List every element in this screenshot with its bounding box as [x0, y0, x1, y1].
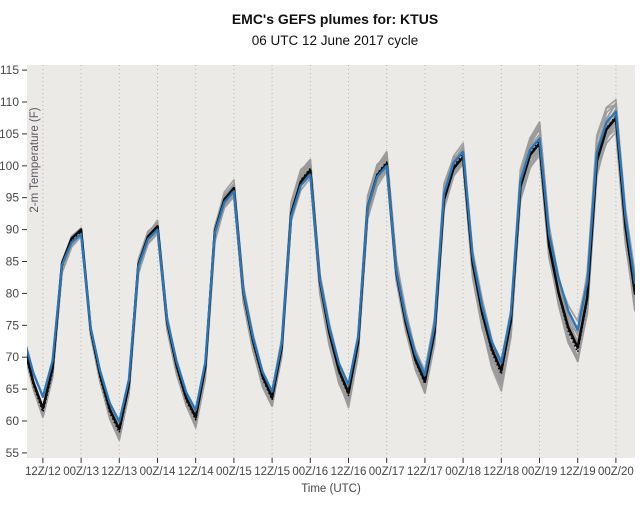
x-tick-label: 12Z/16 [331, 466, 367, 478]
y-tick-label: 60 [6, 414, 20, 428]
x-tick-label: 00Z/18 [445, 466, 481, 478]
x-tick-label: 12Z/17 [407, 466, 443, 478]
page-title: EMC's GEFS plumes for: KTUS [231, 11, 439, 27]
y-tick-label: 105 [0, 127, 19, 141]
x-tick-label: 12Z/12 [25, 466, 61, 478]
x-tick-label: 00Z/15 [216, 466, 252, 478]
x-tick-label: 00Z/14 [140, 466, 176, 478]
y-tick-label: 75 [6, 318, 20, 332]
x-tick-label: 12Z/15 [254, 466, 290, 478]
x-tick-label: 12Z/14 [178, 466, 214, 478]
x-tick-label: 00Z/16 [292, 466, 328, 478]
x-tick-label: 12Z/19 [560, 466, 596, 478]
y-tick-label: 85 [6, 255, 20, 269]
y-tick-label: 100 [0, 159, 19, 173]
cycle-subtitle: 06 UTC 12 June 2017 cycle [251, 33, 419, 48]
x-tick-label: 12Z/13 [101, 466, 137, 478]
y-tick-label: 95 [6, 191, 20, 205]
y-tick-label: 55 [6, 446, 20, 460]
y-tick-label: 70 [6, 350, 20, 364]
y-tick-label: 110 [0, 95, 19, 109]
x-axis-title: Time (UTC) [301, 483, 361, 495]
control-line [27, 116, 635, 431]
x-tick-label: 00Z/17 [369, 466, 405, 478]
y-tick-label: 115 [0, 63, 19, 77]
gfs-line [27, 110, 635, 423]
y-tick-label: 80 [6, 286, 20, 300]
y-tick-label: 90 [6, 223, 20, 237]
x-tick-label: 00Z/20 [598, 466, 634, 478]
x-tick-label: 12Z/18 [483, 466, 519, 478]
y-axis-title: 2-m Temperature (F) [29, 107, 41, 212]
y-tick-label: 65 [6, 382, 20, 396]
plot-panel [27, 65, 635, 458]
x-tick-label: 00Z/19 [522, 466, 558, 478]
series-layer [27, 98, 635, 442]
x-tick-label: 00Z/13 [63, 466, 99, 478]
